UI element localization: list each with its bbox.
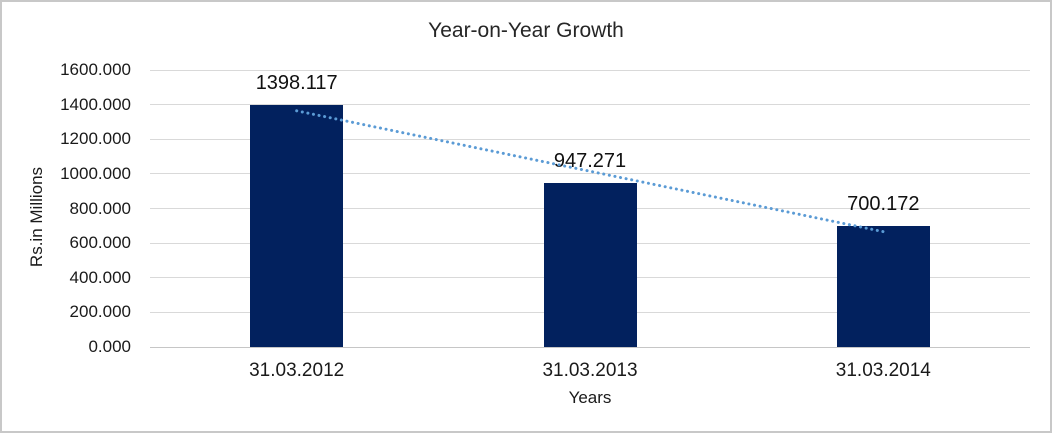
- bar-data-label: 700.172: [847, 192, 920, 215]
- gridline: [150, 173, 1030, 175]
- category-label: 31.03.2013: [542, 360, 638, 381]
- gridline: [150, 104, 1030, 106]
- bar: [836, 225, 930, 347]
- trendline-dotted-line: [295, 109, 885, 234]
- bar: [250, 104, 344, 347]
- y-tick-label: 1600.000: [60, 60, 131, 79]
- gridline: [150, 138, 1030, 140]
- bar: [543, 183, 637, 347]
- y-tick-label: 600.000: [69, 233, 131, 253]
- y-tick-label: 200.000: [69, 302, 131, 322]
- trendline: [295, 109, 885, 234]
- category-label: 31.03.2014: [835, 360, 931, 381]
- y-tick-label: 1000.000: [60, 163, 131, 183]
- bar-data-label: 1398.117: [255, 71, 338, 94]
- x-axis-title: Years: [568, 388, 612, 407]
- plot-area: 1398.117 947.271 700.172: [150, 69, 1030, 348]
- y-tick-label: 0.000: [88, 337, 131, 356]
- y-tick-label: 1200.000: [60, 129, 131, 149]
- chart-title: Year-on-Year Growth: [428, 19, 624, 42]
- gridline: [150, 69, 1030, 71]
- y-axis-title: Rs.in Millions: [27, 166, 46, 268]
- bar-data-label: 947.271: [553, 150, 627, 173]
- x-axis-line: [150, 346, 1030, 348]
- y-tick-label: 1400.000: [60, 94, 131, 114]
- y-tick-label: 800.000: [69, 198, 131, 218]
- category-label: 31.03.2012: [249, 360, 345, 381]
- y-tick-label: 400.000: [69, 267, 131, 287]
